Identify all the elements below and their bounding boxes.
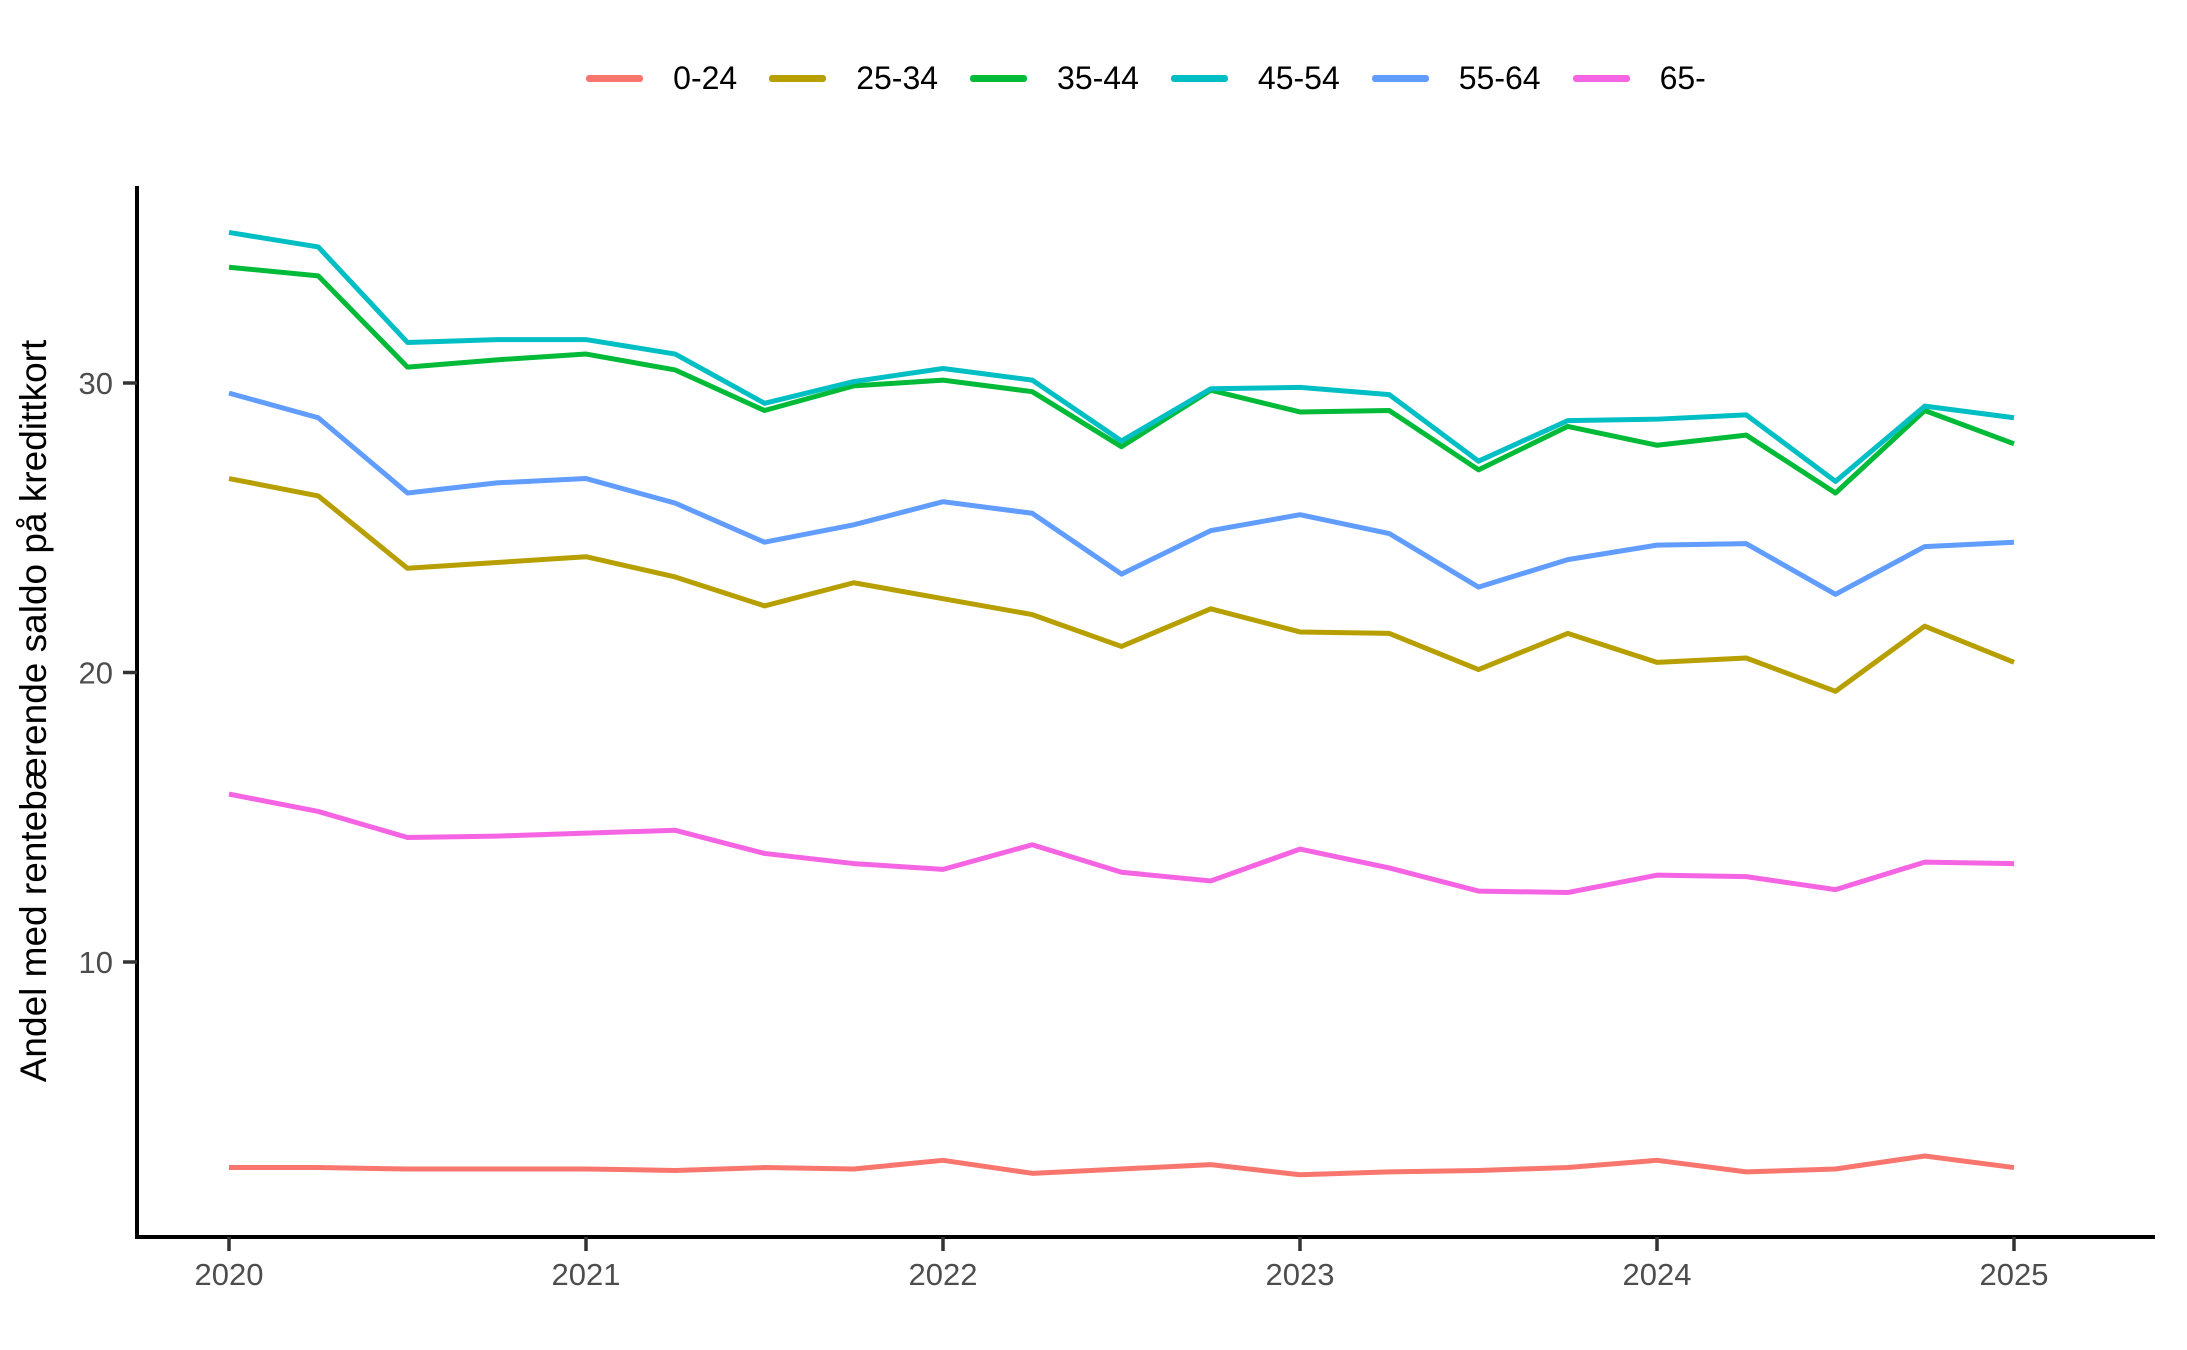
legend-label: 25-34 — [856, 60, 939, 96]
x-tick-label: 2022 — [909, 1257, 978, 1292]
x-tick-label: 2021 — [552, 1257, 621, 1292]
series-line-65- — [228, 791, 2015, 896]
series-line-45-54 — [228, 229, 2015, 484]
legend-line-swatch-0-24 — [586, 74, 644, 82]
legend: 0-24 25-34 35-44 45-54 55-64 65- — [137, 53, 2155, 103]
x-tick-label: 2020 — [195, 1257, 264, 1292]
legend-line-swatch-35-44 — [970, 74, 1028, 82]
legend-item-45-54: 45-54 — [1170, 60, 1340, 96]
legend-item-0-24: 0-24 — [586, 62, 737, 94]
y-tick-label: 30 — [79, 366, 113, 401]
x-tick-label: 2024 — [1623, 1257, 1692, 1292]
x-tick-label: 2023 — [1266, 1257, 1335, 1292]
legend-label: 65- — [1659, 60, 1706, 96]
legend-line-swatch-65- — [1572, 74, 1630, 82]
legend-label: 55-64 — [1458, 60, 1541, 96]
legend-label: 45-54 — [1257, 60, 1340, 96]
series-line-55-64 — [228, 390, 2015, 597]
legend-line-swatch-45-54 — [1170, 74, 1228, 82]
y-tick-label: 10 — [79, 945, 113, 980]
legend-item-65-: 65- — [1572, 60, 1706, 96]
y-tick-label: 20 — [79, 655, 113, 690]
legend-item-55-64: 55-64 — [1371, 60, 1541, 96]
x-tick-label: 2025 — [1980, 1257, 2049, 1292]
legend-label: 0-24 — [673, 60, 738, 96]
legend-line-swatch-25-34 — [769, 74, 827, 82]
legend-line-swatch-55-64 — [1371, 74, 1429, 82]
series-line-0-24 — [229, 1153, 2015, 1178]
series-line-25-34 — [228, 476, 2015, 694]
legend-item-25-34: 25-34 — [769, 62, 938, 94]
series-line-35-44 — [228, 264, 2015, 496]
legend-item-35-44: 35-44 — [970, 62, 1139, 94]
legend-label: 35-44 — [1057, 60, 1139, 96]
